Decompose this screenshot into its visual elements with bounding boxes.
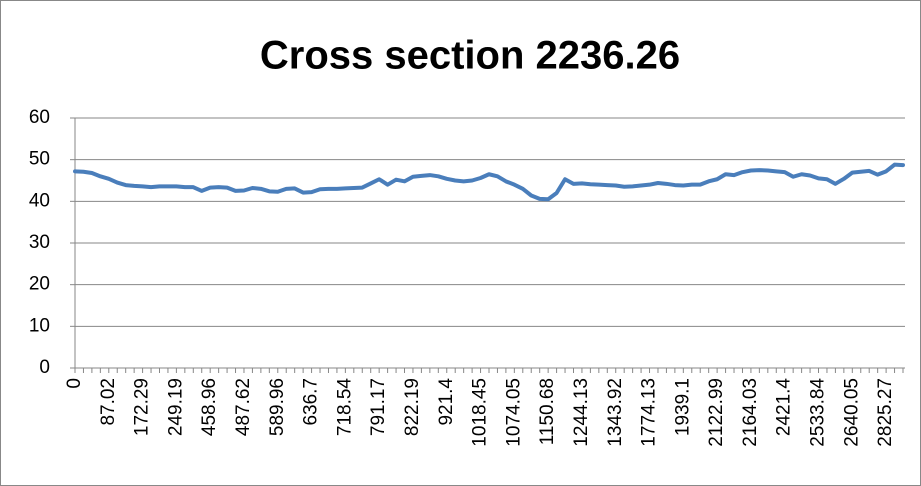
- x-tick-label: 87.02: [98, 378, 119, 426]
- y-tick-label: 50: [29, 149, 50, 170]
- x-tick-label: 2122.99: [706, 378, 727, 447]
- chart-title: Cross section 2236.26: [260, 34, 680, 78]
- x-tick-label: 487.62: [233, 378, 254, 436]
- x-tick-label: 791.17: [368, 378, 389, 436]
- x-tick-label: 249.19: [165, 378, 186, 436]
- x-tick-label: 1244.13: [571, 378, 592, 447]
- x-tick-label: 1343.92: [605, 378, 626, 447]
- x-tick-label: 921.4: [436, 378, 457, 426]
- x-tick-label: 2640.05: [841, 378, 862, 447]
- y-tick-label: 10: [29, 315, 50, 336]
- x-tick-label: 2533.84: [808, 378, 829, 447]
- x-tick-label: 718.54: [334, 378, 355, 437]
- x-tick-label: 172.29: [132, 378, 153, 436]
- x-tick-label: 1939.1: [672, 378, 693, 436]
- y-tick-label: 60: [29, 107, 50, 128]
- x-tick-label: 458.96: [199, 378, 220, 436]
- x-tick-label: 2421.4: [774, 378, 795, 437]
- data-line: [73, 162, 905, 202]
- x-tick-label: 822.19: [402, 378, 423, 436]
- x-tick-label: 1774.13: [639, 378, 660, 447]
- y-tick-label: 0: [39, 357, 50, 378]
- x-tick-label: 0: [64, 378, 85, 389]
- x-tick-label: 2825.27: [875, 378, 896, 447]
- y-tick-label: 30: [29, 232, 50, 253]
- x-tick-label: 1150.68: [537, 378, 558, 445]
- x-tick-label: 1074.05: [503, 378, 524, 447]
- x-tick-label: 1018.45: [470, 378, 491, 447]
- x-tick-label: 2164.03: [740, 378, 761, 447]
- y-tick-label: 20: [29, 274, 50, 295]
- y-tick-label: 40: [29, 190, 50, 211]
- x-tick-label: 636.7: [301, 378, 322, 426]
- x-tick-label: 589.96: [267, 378, 288, 436]
